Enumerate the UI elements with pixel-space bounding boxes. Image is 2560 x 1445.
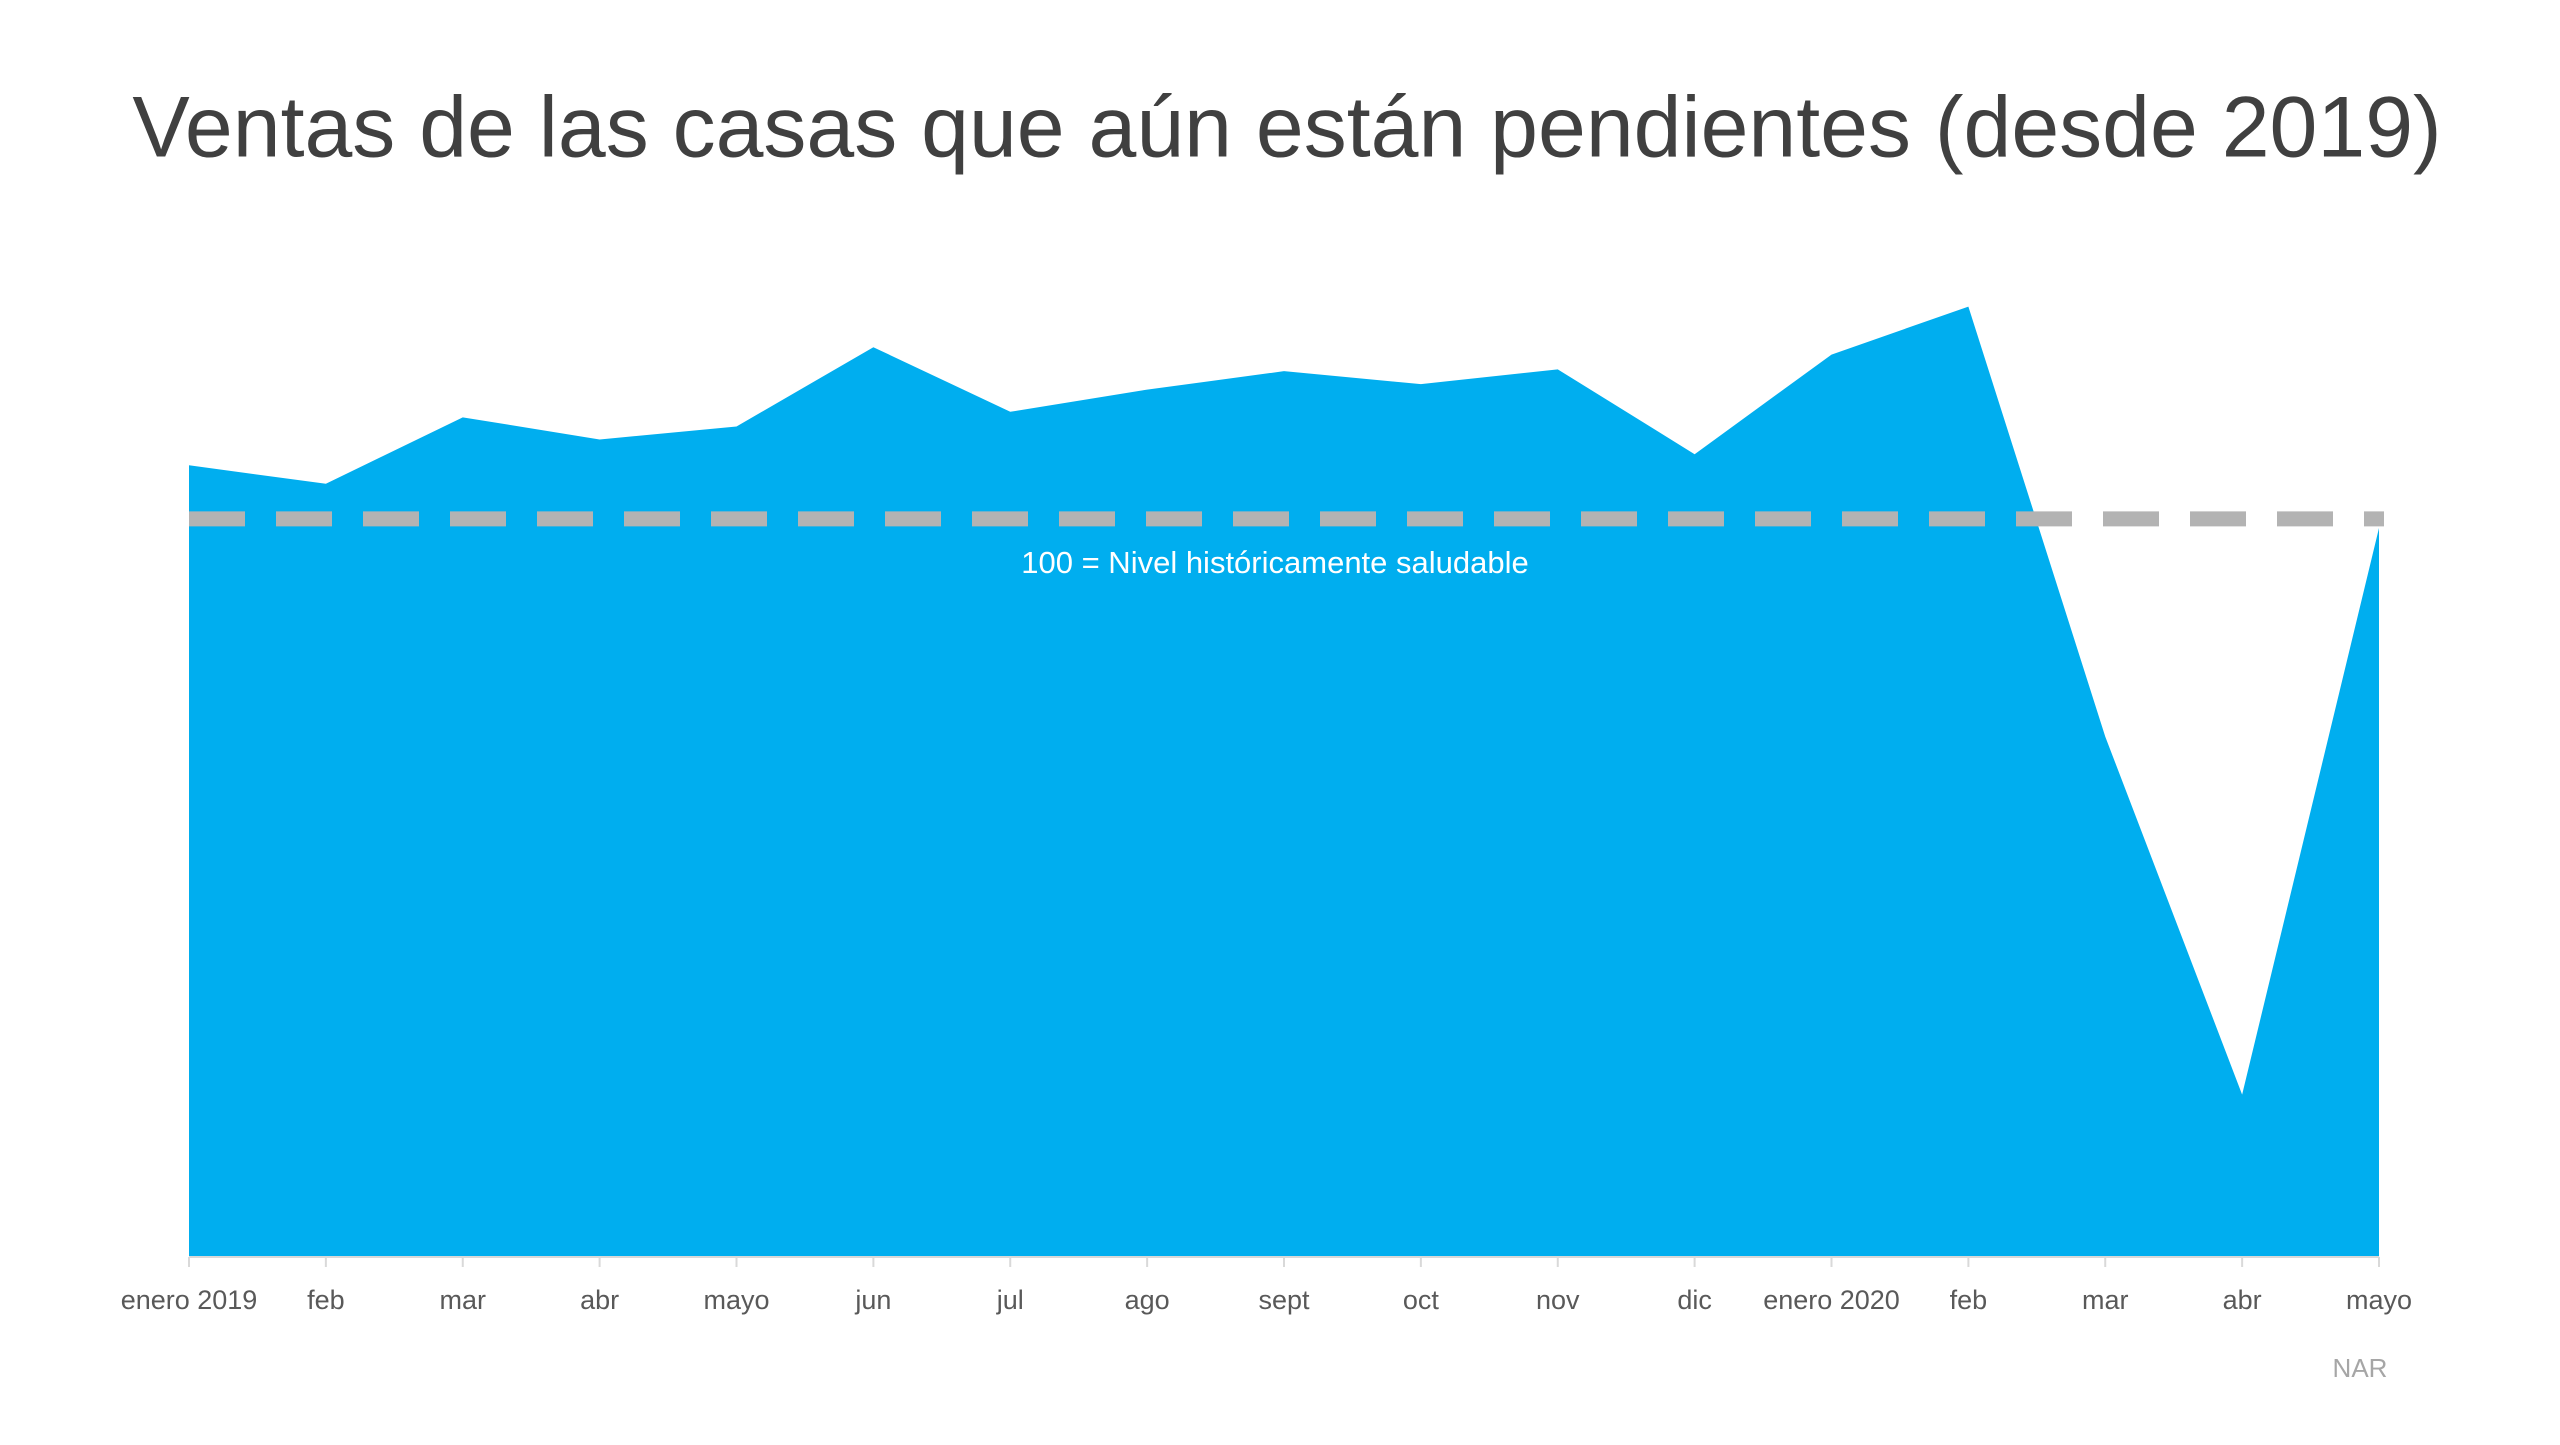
x-tick-label: abr (2223, 1285, 2262, 1315)
x-tick-label: feb (1950, 1285, 1988, 1315)
x-tick-label: mar (440, 1285, 487, 1315)
x-tick-label: dic (1677, 1285, 1712, 1315)
area (189, 306, 2379, 1257)
x-tick-label: oct (1403, 1285, 1440, 1315)
x-tick-label: abr (580, 1285, 619, 1315)
x-tick-label: mar (2082, 1285, 2129, 1315)
x-tick-label: sept (1258, 1285, 1310, 1315)
x-tick-label: enero 2019 (121, 1285, 258, 1315)
x-tick-label: jun (854, 1285, 891, 1315)
x-tick-label: enero 2020 (1763, 1285, 1900, 1315)
x-tick-label: ago (1125, 1285, 1170, 1315)
source: NAR (2333, 1353, 2388, 1383)
x-tick-label: mayo (703, 1285, 769, 1315)
x-tick-label: jul (996, 1285, 1024, 1315)
reference-label: 100 = Nivel históricamente saludable (1021, 545, 1529, 580)
chart-title: Ventas de las casas que aún están pendie… (132, 80, 2441, 176)
x-tick-label: mayo (2346, 1285, 2412, 1315)
x-tick-label: feb (307, 1285, 345, 1315)
x-tick-label: nov (1536, 1285, 1580, 1315)
